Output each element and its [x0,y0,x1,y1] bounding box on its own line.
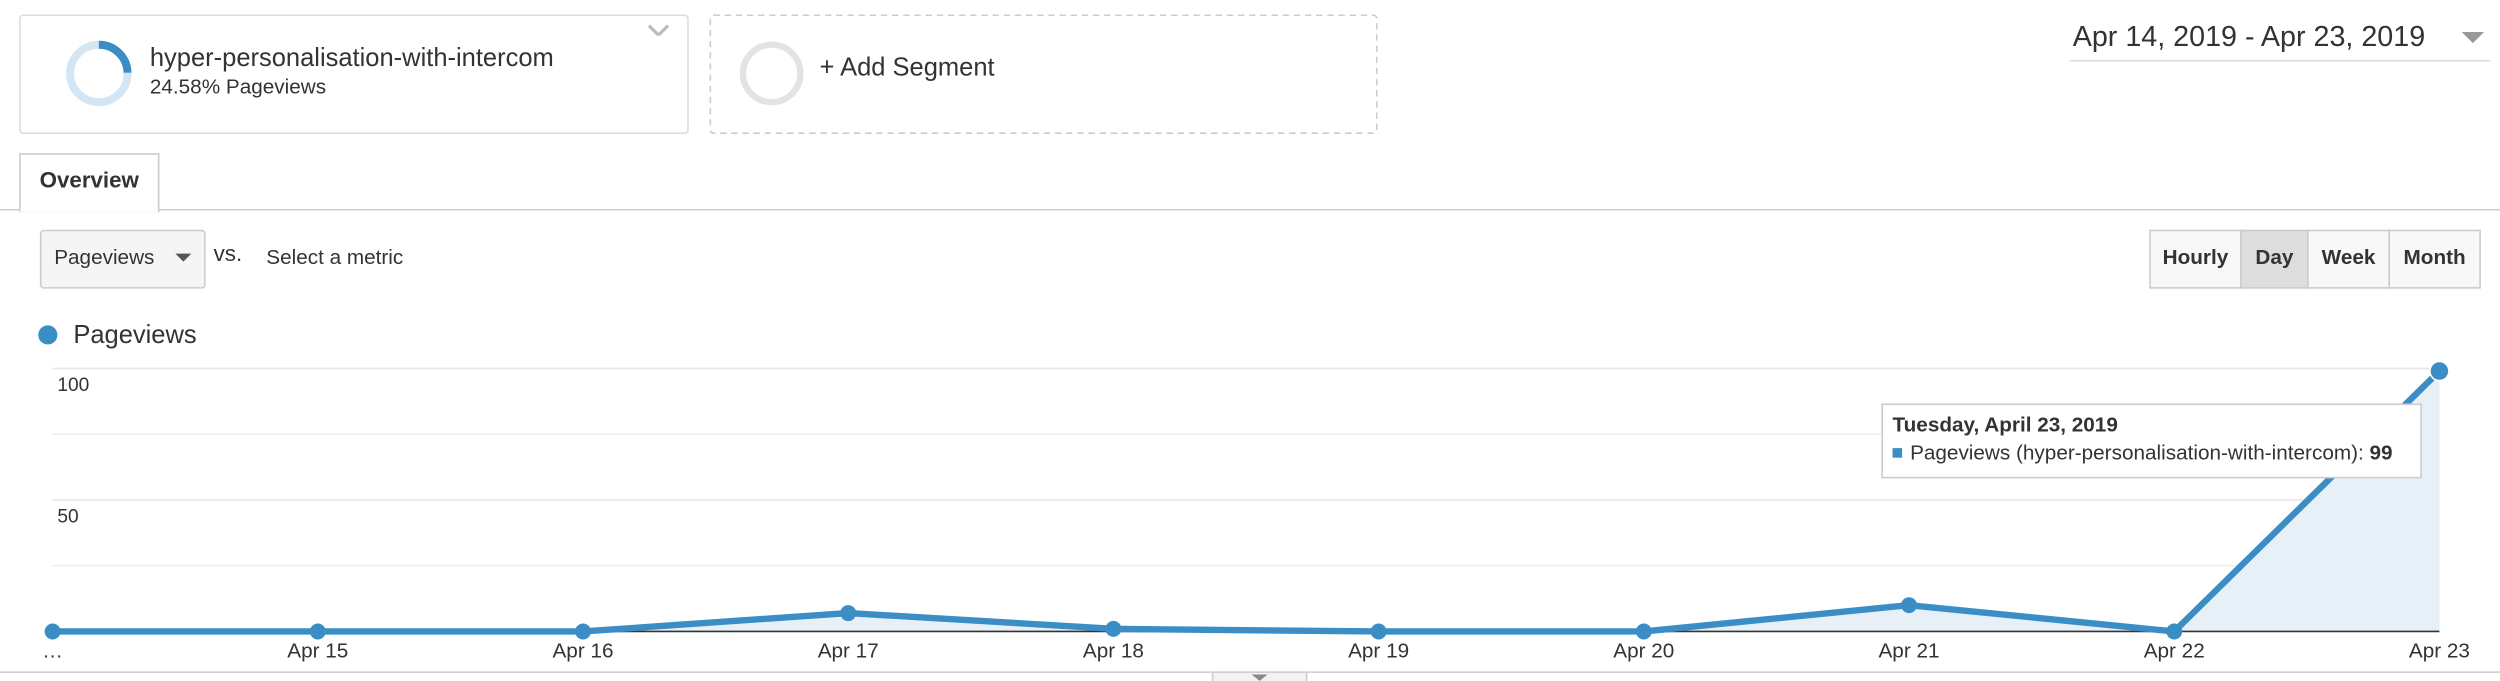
granularity-label[interactable]: Day [2255,246,2293,269]
y-tick-label: 50 [57,507,78,528]
granularity-button[interactable] [2149,229,2242,289]
dropdown-arrow [175,253,192,262]
granularity-button[interactable] [2240,229,2309,289]
metric-dropdown[interactable] [39,229,206,289]
tab-label[interactable]: Overview [40,168,140,193]
x-tick-label: … [42,640,63,663]
tooltip [1881,403,2422,479]
segment-share: 24.58% Pageviews [150,75,326,98]
segment-name: hyper-personalisation-with-intercom [150,44,554,72]
point[interactable] [1105,620,1122,637]
point[interactable] [2429,360,2450,382]
x-tick-label: Apr 23 [2409,640,2470,663]
add-segment[interactable] [709,14,1378,135]
metric-label: Pageviews [54,246,154,269]
x-tick-label: Apr 20 [1613,640,1674,663]
line [52,368,2442,635]
point[interactable] [1635,623,1652,640]
x-tick-label: Apr 18 [1083,640,1144,663]
point[interactable] [2166,623,2183,640]
tab-cover [20,207,158,213]
point[interactable] [840,605,857,622]
granularity-button[interactable] [2388,229,2481,289]
tooltip-value: 99 [2370,442,2393,465]
y-tick-label: 100 [57,375,89,396]
granularity-label[interactable]: Month [2404,246,2466,269]
granularity-label[interactable]: Week [2322,246,2376,269]
point[interactable] [309,623,326,640]
point[interactable] [575,623,591,640]
tab[interactable] [19,153,160,213]
x-tick-label: Apr 21 [1878,640,1939,663]
x-tick-label: Apr 15 [287,640,348,663]
date-arrow[interactable] [2461,31,2485,44]
point[interactable] [44,623,61,640]
collapse-arrow [1251,674,1268,681]
point[interactable] [1901,597,1917,614]
legend-dot [38,325,58,345]
x-tick-label: Apr 16 [552,640,613,663]
add-segment-label: + Add Segment [820,53,995,81]
segment-card[interactable] [19,14,689,135]
segment-donut-arc [98,40,132,74]
segment-chevron[interactable] [647,24,670,37]
tooltip-title: Tuesday, April 23, 2019 [1893,413,2118,436]
x-tick-label: Apr 19 [1348,640,1409,663]
x-tick-label: Apr 17 [818,640,879,663]
vs-label: vs. [214,241,243,266]
granularity-label[interactable]: Hourly [2163,246,2229,269]
tooltip-label: Pageviews (hyper-personalisation-with-in… [1910,442,2369,465]
tooltip-swatch [1892,448,1903,458]
x-tick-label: Apr 22 [2144,640,2205,663]
tooltip-text: Pageviews (hyper-personalisation-with-in… [1910,442,2393,465]
add-segment-circle [739,41,804,106]
point[interactable] [1370,623,1387,640]
select-metric-link[interactable]: Select a metric [266,246,403,269]
legend-label: Pageviews [73,321,196,349]
date-range[interactable]: Apr 14, 2019 - Apr 23, 2019 [2073,21,2425,53]
granularity-button[interactable] [2307,229,2390,289]
